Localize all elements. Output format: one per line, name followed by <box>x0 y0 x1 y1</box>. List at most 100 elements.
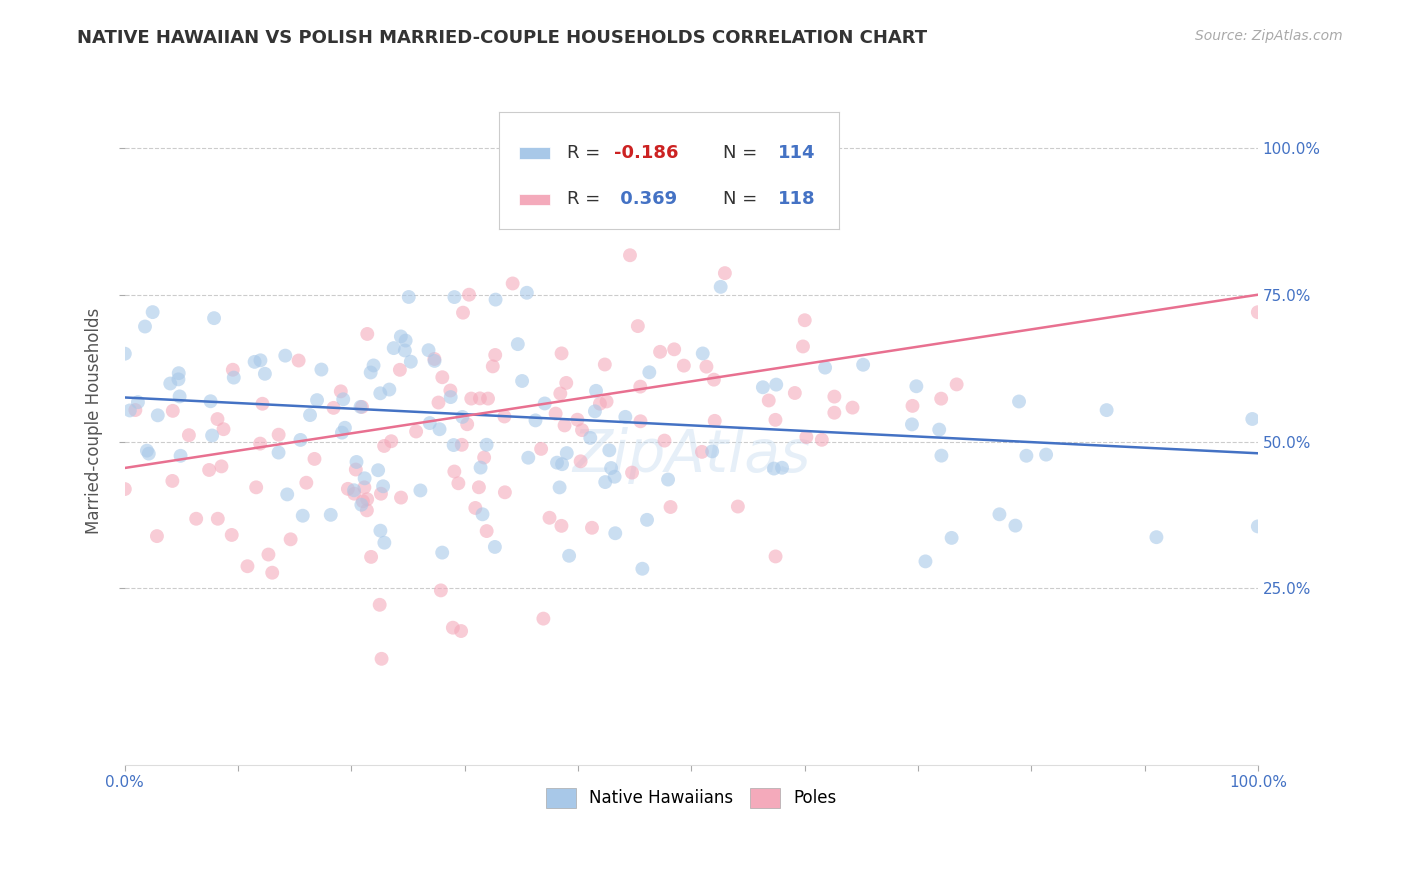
Point <box>484 540 506 554</box>
Point <box>329 384 352 399</box>
Point <box>502 277 524 291</box>
Point <box>928 423 950 437</box>
Point <box>367 463 389 477</box>
Point <box>672 359 695 373</box>
Text: Source: ZipAtlas.com: Source: ZipAtlas.com <box>1195 29 1343 43</box>
Point <box>472 450 495 465</box>
Point <box>654 434 676 448</box>
Point <box>370 524 392 538</box>
Point <box>368 598 391 612</box>
Point <box>765 549 787 564</box>
Point <box>765 377 787 392</box>
Point <box>142 305 165 319</box>
Point <box>516 285 538 300</box>
Point <box>595 394 617 409</box>
Point <box>124 403 146 417</box>
Point <box>550 386 572 401</box>
Point <box>988 508 1011 522</box>
Point <box>207 512 229 526</box>
Point <box>394 343 416 358</box>
Point <box>638 365 661 379</box>
Point <box>430 583 453 598</box>
Point <box>727 500 749 514</box>
Point <box>555 446 578 460</box>
Point <box>207 412 229 426</box>
Point <box>409 483 432 498</box>
Point <box>336 482 359 496</box>
Point <box>169 449 191 463</box>
Point <box>551 457 574 471</box>
Point <box>770 460 793 475</box>
Point <box>343 483 366 498</box>
Point <box>257 548 280 562</box>
Point <box>440 390 463 404</box>
Point <box>627 319 650 334</box>
Point <box>581 521 603 535</box>
Point <box>524 413 547 427</box>
Point <box>593 358 616 372</box>
Point <box>533 396 555 410</box>
Point <box>796 430 818 444</box>
Point <box>905 379 928 393</box>
Point <box>388 363 411 377</box>
Point <box>169 389 191 403</box>
Point <box>460 392 482 406</box>
Point <box>841 401 863 415</box>
Point <box>333 421 356 435</box>
Point <box>451 306 474 320</box>
Point <box>710 280 733 294</box>
Point <box>290 433 312 447</box>
Point <box>481 359 503 374</box>
Point <box>222 370 245 384</box>
Point <box>382 341 405 355</box>
Point <box>475 438 498 452</box>
Point <box>567 413 589 427</box>
Point <box>249 436 271 450</box>
Point <box>134 319 156 334</box>
Point <box>135 443 157 458</box>
Point <box>714 266 737 280</box>
Point <box>167 372 190 386</box>
Point <box>304 451 326 466</box>
Text: NATIVE HAWAIIAN VS POLISH MARRIED-COUPLE HOUSEHOLDS CORRELATION CHART: NATIVE HAWAIIAN VS POLISH MARRIED-COUPLE… <box>77 29 928 46</box>
Point <box>1144 530 1167 544</box>
Point <box>762 461 785 475</box>
Point <box>368 386 391 401</box>
Point <box>332 392 354 407</box>
Point <box>399 354 422 368</box>
Point <box>494 485 516 500</box>
Point <box>127 395 149 409</box>
Point <box>558 549 581 563</box>
Point <box>311 362 333 376</box>
Point <box>356 492 378 507</box>
Point <box>510 374 533 388</box>
Point <box>419 416 441 430</box>
Point <box>441 621 464 635</box>
Point <box>222 363 245 377</box>
Point <box>114 347 136 361</box>
Point <box>1035 448 1057 462</box>
Point <box>276 487 298 501</box>
Point <box>245 480 267 494</box>
Point <box>765 413 787 427</box>
Point <box>600 461 623 475</box>
Point <box>146 529 169 543</box>
Point <box>267 427 290 442</box>
Point <box>443 438 465 452</box>
Point <box>657 473 679 487</box>
Point <box>352 494 374 508</box>
Point <box>432 546 454 560</box>
Point <box>252 397 274 411</box>
Point <box>468 392 491 406</box>
Point <box>159 376 181 391</box>
Point <box>398 290 420 304</box>
Point <box>1247 519 1270 533</box>
Point <box>267 445 290 459</box>
Point <box>664 343 686 357</box>
Point <box>363 359 385 373</box>
Point <box>423 354 446 368</box>
Point <box>703 373 725 387</box>
Point <box>628 379 651 393</box>
Point <box>370 487 392 501</box>
Point <box>360 366 382 380</box>
